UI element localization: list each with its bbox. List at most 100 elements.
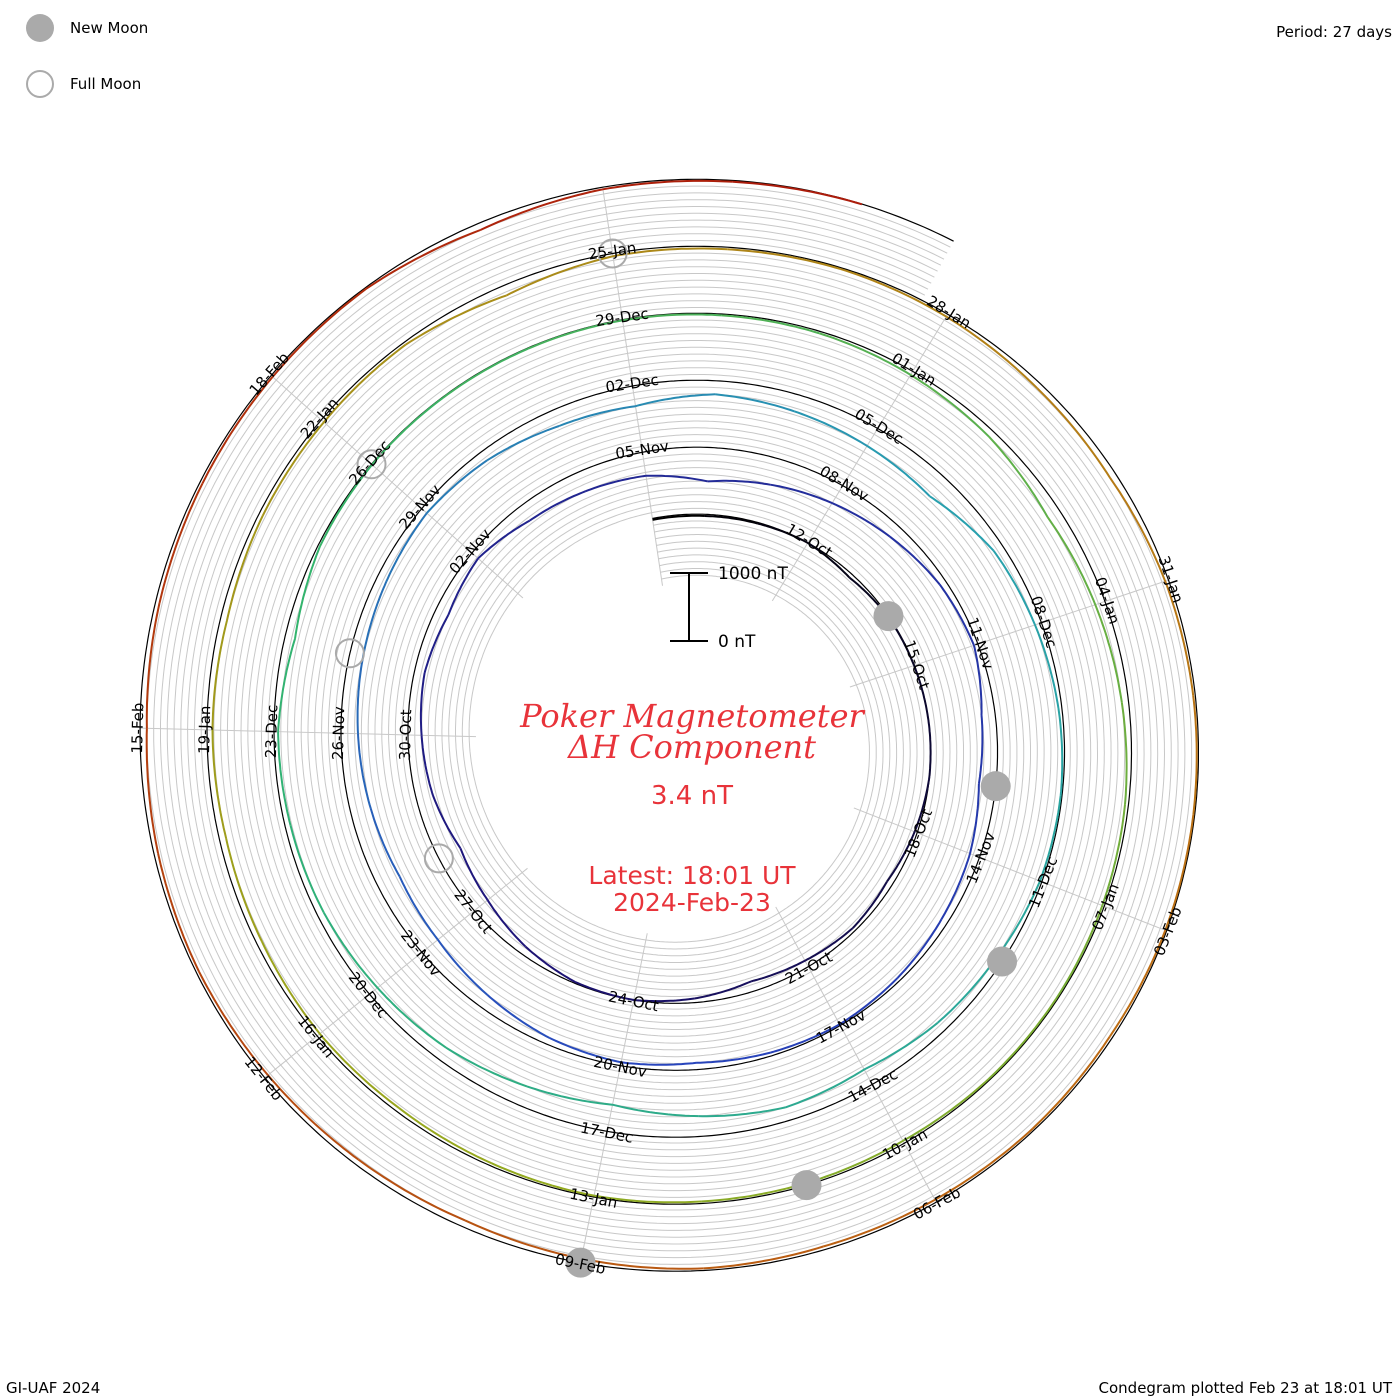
trace-segment	[969, 783, 980, 854]
chart-subtitle: ΔH Component	[566, 728, 816, 766]
trace-segment	[822, 1198, 936, 1248]
trace-segment	[289, 824, 325, 914]
trace-segment	[633, 997, 695, 1003]
grid-spoke	[651, 518, 664, 586]
trace-segment	[715, 393, 795, 413]
trace-segment	[376, 987, 447, 1049]
new-moon-marker	[791, 1170, 822, 1201]
date-label: 27-Oct	[450, 886, 496, 937]
grid-spoke	[421, 909, 476, 953]
grid-spoke	[612, 253, 624, 321]
trace-segment	[785, 1068, 865, 1109]
trace-segment	[602, 179, 733, 191]
new-moon-icon	[26, 14, 54, 42]
trace-segment	[477, 519, 531, 560]
trace-segment	[277, 731, 292, 826]
grid-spoke	[140, 727, 209, 731]
trace-segment	[431, 794, 462, 849]
new-moon-marker	[987, 946, 1018, 977]
trace-segment	[612, 1103, 699, 1118]
trace-segment	[529, 490, 586, 522]
trace-segment	[694, 980, 752, 1000]
trace-segment	[225, 515, 264, 622]
date-label: 11-Nov	[963, 615, 997, 672]
trace-segment	[945, 315, 1038, 389]
trace-segment	[635, 393, 716, 408]
grid-spoke	[806, 485, 844, 544]
trace-segment	[831, 502, 891, 538]
trace-segment	[793, 410, 868, 447]
trace-segment	[442, 347, 529, 399]
grid-spoke	[602, 187, 614, 255]
trace-segment	[934, 1127, 1034, 1201]
date-label: 24-Oct	[607, 987, 661, 1015]
date-label: 10-Jan	[879, 1125, 930, 1164]
date-label: 02-Dec	[604, 371, 660, 397]
chart-title-block: Poker Magnetometer ΔH Component	[519, 697, 865, 766]
grid-spoke	[913, 643, 979, 667]
trace-segment	[225, 838, 263, 943]
trace-segment	[1057, 707, 1064, 796]
trace-segment	[721, 314, 820, 335]
grid-spoke	[264, 1034, 319, 1079]
trace-segment	[1120, 702, 1128, 805]
date-label: 29-Nov	[395, 481, 444, 533]
scale-bar-top-label: 1000 nT	[718, 564, 788, 584]
grid-spoke	[976, 622, 1042, 645]
date-label: 11-Dec	[1025, 854, 1061, 910]
trace-segment	[420, 735, 434, 796]
trace-segment	[1094, 604, 1123, 703]
grid-spoke	[606, 1064, 622, 1132]
trace-segment	[157, 852, 200, 972]
grid-spoke	[771, 542, 809, 602]
grid-spoke	[274, 731, 343, 734]
trace-segment	[819, 332, 912, 376]
grid-spoke	[474, 867, 528, 912]
grid-spoke	[631, 385, 644, 454]
trace-segment	[447, 557, 479, 616]
date-label: 19-Jan	[195, 705, 214, 754]
trace-segment	[211, 620, 228, 731]
trace-segment	[362, 581, 388, 657]
trace-segment	[211, 729, 228, 839]
date-label: 30-Oct	[396, 709, 415, 760]
trace-segment	[866, 445, 931, 498]
trace-segment	[365, 229, 481, 290]
trace-segment	[574, 981, 634, 1001]
trace-segment	[896, 918, 943, 979]
trace-segment	[527, 319, 623, 350]
new-moon-marker	[980, 771, 1011, 802]
grid-spoke	[841, 428, 879, 487]
baseline-spiral-layer	[139, 178, 1199, 1272]
new-moon-marker	[565, 1247, 596, 1278]
grid-spoke	[619, 998, 635, 1066]
latest-time: Latest: 18:01 UT	[588, 861, 796, 890]
grid-spiral	[200, 240, 1138, 1211]
trace-segment	[419, 672, 426, 736]
full-moon-marker	[423, 843, 454, 874]
grid-spoke	[903, 1142, 937, 1203]
trace-segment	[929, 495, 995, 552]
trace-segment	[526, 1085, 613, 1106]
date-label: 15-Oct	[900, 638, 933, 692]
grid-spoke	[849, 664, 915, 688]
trace-segment	[271, 288, 367, 378]
trace-segment	[423, 614, 450, 674]
grid-spoke	[775, 906, 809, 967]
trace-segment	[1039, 795, 1062, 882]
grid-spoke	[978, 856, 1043, 883]
date-label: 31-Jan	[1155, 554, 1187, 606]
date-label: 20-Nov	[592, 1053, 648, 1081]
grid-spoke	[207, 729, 276, 733]
credit-label: GI-UAF 2024	[6, 1379, 101, 1397]
trace-segment	[622, 313, 722, 322]
trace-segment	[426, 459, 488, 514]
trace-segment	[940, 853, 971, 920]
grid-spoke	[316, 993, 371, 1037]
trace-segment	[902, 1078, 990, 1142]
trace-segment	[158, 483, 204, 604]
trace-segment	[385, 512, 428, 583]
trace-segment	[807, 542, 851, 579]
grid-spiral	[193, 233, 1145, 1218]
grid-spoke	[633, 933, 648, 1001]
